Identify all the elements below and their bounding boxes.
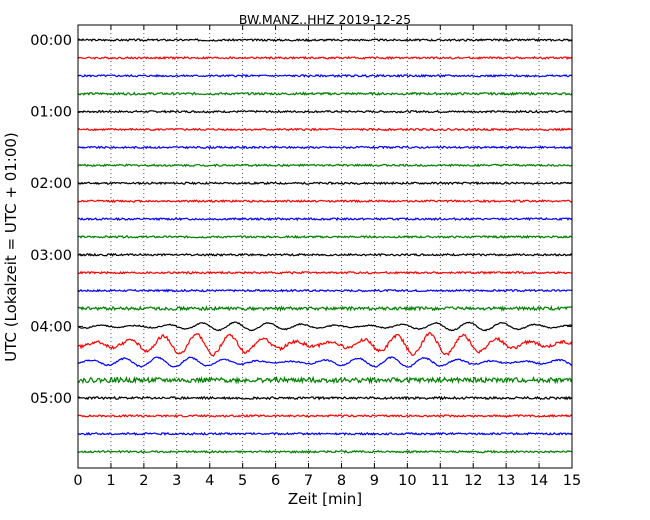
trace-line [77, 331, 573, 357]
trace-line [77, 163, 573, 168]
trace-line [77, 37, 573, 43]
trace-line [77, 181, 573, 186]
trace-line [77, 270, 573, 275]
trace-lines [77, 37, 573, 454]
x-tick-label: 4 [205, 473, 214, 489]
y-axis-ticks: 00:00 01:00 02:00 03:00 04:00 05:00 [30, 33, 572, 407]
x-tick-label: 13 [497, 473, 515, 489]
trace-line [77, 145, 573, 150]
trace-line [77, 375, 573, 385]
trace-line [77, 198, 573, 204]
trace-line [77, 91, 573, 96]
y-tick-label: 02:00 [30, 176, 72, 192]
x-tick-label: 0 [73, 473, 82, 489]
trace-line [77, 431, 573, 436]
x-axis-label: Zeit [min] [288, 490, 362, 508]
trace-line [77, 109, 573, 114]
x-tick-label: 12 [464, 473, 482, 489]
trace-line [77, 395, 573, 401]
y-axis-label: UTC (Lokalzeit = UTC + 01:00) [2, 132, 20, 362]
trace-line [77, 288, 573, 293]
x-tick-label: 1 [106, 473, 115, 489]
trace-line [77, 252, 573, 257]
x-tick-label: 14 [530, 473, 548, 489]
x-tick-label: 6 [271, 473, 280, 489]
x-tick-label: 10 [398, 473, 416, 489]
x-tick-label: 5 [238, 473, 247, 489]
trace-line [77, 234, 573, 239]
y-tick-label: 05:00 [30, 391, 72, 407]
trace-line [77, 356, 573, 368]
x-axis-ticks: 0 1 2 3 4 5 6 7 8 9 10 11 12 13 14 15 [73, 25, 581, 489]
trace-line [77, 55, 573, 61]
y-tick-label: 03:00 [30, 248, 72, 264]
y-tick-label: 00:00 [30, 33, 72, 49]
plot-frame [77, 24, 573, 469]
chart-title: BW.MANZ..HHZ 2019-12-25 [239, 12, 411, 27]
x-tick-label: 2 [139, 473, 148, 489]
trace-line [77, 413, 573, 418]
trace-line [77, 304, 572, 313]
x-tick-label: 9 [370, 473, 379, 489]
trace-line [77, 127, 573, 132]
trace-line [77, 73, 573, 78]
trace-line [77, 449, 573, 454]
x-tick-label: 15 [563, 473, 581, 489]
x-tick-label: 7 [304, 473, 313, 489]
x-tick-label: 11 [431, 473, 449, 489]
grid-lines [110, 25, 540, 468]
y-tick-label: 04:00 [30, 319, 72, 335]
trace-line [77, 321, 573, 332]
x-tick-label: 3 [172, 473, 181, 489]
x-tick-label: 8 [337, 473, 346, 489]
trace-line [77, 216, 573, 222]
y-tick-label: 01:00 [30, 105, 72, 121]
